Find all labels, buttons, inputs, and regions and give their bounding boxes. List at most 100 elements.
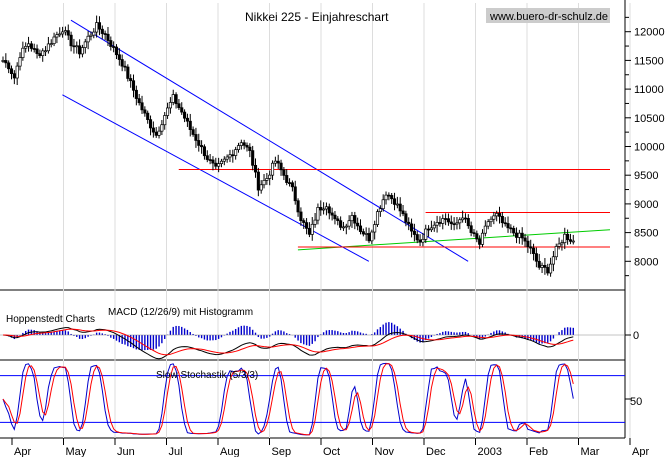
candle-body xyxy=(438,222,442,224)
candle-body xyxy=(537,260,541,268)
candle-body xyxy=(112,46,116,48)
candle-body xyxy=(407,221,411,225)
price-tick-label: 9500 xyxy=(634,170,658,182)
candle-body xyxy=(12,73,16,79)
candle-body xyxy=(9,68,14,74)
candle-body xyxy=(92,31,96,36)
candle-body xyxy=(341,226,346,229)
candle-body xyxy=(185,117,189,122)
candle-body xyxy=(373,224,377,233)
candle-body xyxy=(194,134,198,141)
price-axis: 8000 8500 9000 9500 10000 10500 11000 11500 1200… xyxy=(625,16,665,277)
candle-body xyxy=(384,194,388,201)
candle-body xyxy=(26,43,31,47)
candle-body xyxy=(512,228,516,234)
month-label: 2003 xyxy=(478,446,502,457)
month-label: Apr xyxy=(632,446,649,457)
candle-body xyxy=(299,211,303,221)
candle-body xyxy=(469,225,473,233)
month-label: Jul xyxy=(169,446,183,457)
candle-body xyxy=(543,265,547,268)
candle-body xyxy=(412,230,416,235)
candle-body xyxy=(390,195,394,200)
price-tick-label: 12000 xyxy=(634,27,665,39)
macd-line xyxy=(2,327,574,360)
candle-body xyxy=(350,215,354,222)
candle-body xyxy=(55,34,59,38)
candle-body xyxy=(168,102,172,109)
candle-body xyxy=(356,222,360,227)
candle-body xyxy=(449,221,453,225)
candle-body xyxy=(44,50,48,53)
candle-body xyxy=(307,228,311,235)
candle-body xyxy=(166,107,170,116)
candle-body xyxy=(4,60,8,64)
candle-body xyxy=(333,214,337,220)
candle-body xyxy=(208,159,212,161)
candle-body xyxy=(398,203,402,212)
candle-body xyxy=(174,94,178,105)
candle-body xyxy=(211,159,215,164)
candle-body xyxy=(520,232,524,239)
candle-body xyxy=(78,45,82,55)
candle-body xyxy=(191,129,195,135)
candle-body xyxy=(506,223,510,229)
candle-body xyxy=(560,242,564,245)
candle-body xyxy=(415,234,419,241)
candle-body xyxy=(69,34,73,47)
candle-body xyxy=(285,175,289,183)
price-tick-label: 11500 xyxy=(634,55,664,67)
source-box xyxy=(486,8,610,23)
candle-body xyxy=(296,200,300,213)
candle-body xyxy=(435,222,439,226)
month-label: May xyxy=(66,446,87,457)
candle-body xyxy=(75,45,79,48)
candle-body xyxy=(347,220,351,227)
candle-body xyxy=(273,160,277,164)
candle-body xyxy=(427,228,431,231)
candle-body xyxy=(361,231,365,235)
candle-body xyxy=(500,215,504,224)
candle-body xyxy=(228,154,232,158)
candle-body xyxy=(29,43,33,49)
candle-body xyxy=(480,232,485,245)
candle-body xyxy=(214,162,218,167)
candle-body xyxy=(489,218,493,223)
candle-body xyxy=(109,40,113,47)
candle-body xyxy=(83,41,87,48)
candle-body xyxy=(157,130,161,136)
candle-body xyxy=(444,218,448,220)
macd-signal-line xyxy=(3,328,574,356)
candle-body xyxy=(1,60,5,62)
candle-body xyxy=(344,225,348,228)
candle-body xyxy=(89,34,93,37)
macd-label: MACD (12/26/9) mit Histogramm xyxy=(108,307,253,318)
candle-body xyxy=(514,232,519,238)
candle-body xyxy=(472,232,476,234)
price-tick-label: 11000 xyxy=(634,84,664,96)
month-label: Oct xyxy=(323,446,340,457)
month-label: Aug xyxy=(220,446,240,457)
candle-body xyxy=(24,46,28,49)
candle-body xyxy=(38,53,42,57)
source-url: www.buero-dr-schulz.de xyxy=(489,11,608,23)
candle-body xyxy=(319,207,323,211)
candle-body xyxy=(375,211,380,225)
candle-body xyxy=(353,215,357,224)
candle-body xyxy=(126,66,130,79)
candle-body xyxy=(251,150,255,166)
candle-body xyxy=(310,223,314,235)
candle-body xyxy=(160,124,164,132)
candle-body xyxy=(7,62,11,70)
candle-body xyxy=(305,222,309,229)
candle-body xyxy=(63,30,67,33)
candle-body xyxy=(378,208,382,213)
candle-body xyxy=(245,144,249,148)
candle-body xyxy=(563,233,567,243)
candle-body xyxy=(180,107,184,113)
candle-body xyxy=(234,149,238,156)
candle-body xyxy=(163,115,167,126)
candle-body xyxy=(279,162,283,171)
candle-body xyxy=(35,48,39,54)
macd-lines xyxy=(0,327,631,360)
